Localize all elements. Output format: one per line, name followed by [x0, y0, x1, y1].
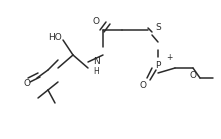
Text: O: O: [93, 18, 99, 27]
Text: P: P: [155, 60, 161, 70]
Text: O: O: [23, 79, 30, 87]
Text: HO: HO: [48, 33, 62, 43]
Text: O: O: [139, 80, 147, 90]
Text: N: N: [93, 58, 99, 66]
Text: S: S: [155, 23, 161, 33]
Text: +: +: [166, 54, 172, 63]
Text: O: O: [189, 70, 196, 80]
Text: H: H: [93, 66, 99, 75]
